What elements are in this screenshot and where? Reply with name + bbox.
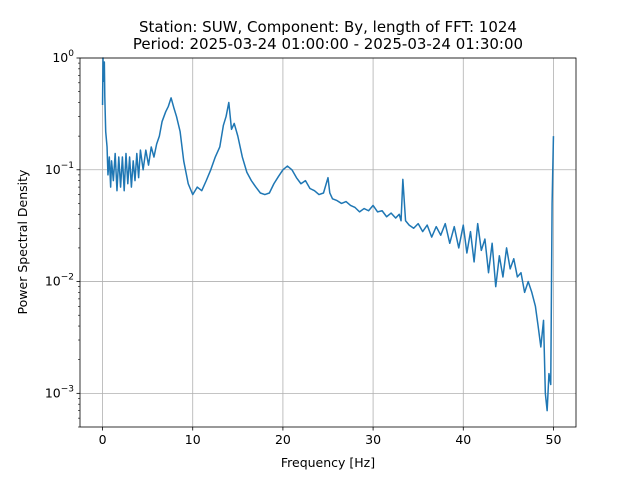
x-tick-label: 10 (185, 432, 201, 447)
y-tick-label: 10−3 (45, 384, 74, 400)
x-tick-label: 40 (455, 432, 471, 447)
plot-area-frame (79, 57, 577, 428)
y-axis-label: Power Spectral Density (15, 169, 30, 314)
x-tick-label: 20 (275, 432, 291, 447)
x-axis-label: Frequency [Hz] (281, 455, 375, 470)
series-layer (101, 57, 555, 412)
x-tick-label: 50 (546, 432, 562, 447)
x-tick-label: 30 (365, 432, 381, 447)
psd-series-line (101, 57, 555, 412)
chart-title-line-2: Period: 2025-03-24 01:00:00 - 2025-03-24… (133, 35, 523, 53)
y-tick-label: 10−2 (45, 273, 74, 289)
y-tick-label: 100 (52, 49, 74, 65)
y-tick-label: 10−1 (45, 161, 74, 177)
x-tick-label: 0 (99, 432, 107, 447)
chart-title-line-1: Station: SUW, Component: By, length of F… (139, 18, 517, 36)
ticks: 0 10 20 30 40 50 10−3 10−2 10−1 100 (45, 49, 562, 447)
